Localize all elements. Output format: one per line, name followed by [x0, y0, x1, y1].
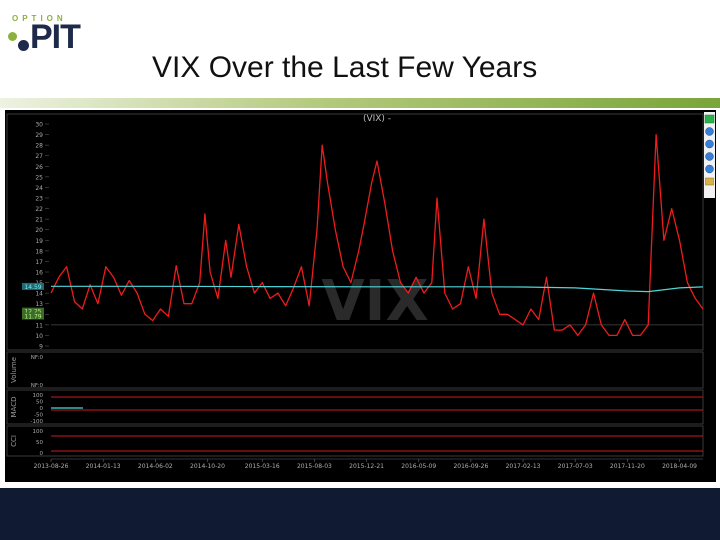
x-tick-label: 2015-08-03 [297, 463, 332, 470]
lower-panel-tick: 100 [33, 393, 44, 399]
value-tag-box [22, 282, 44, 290]
y-tick-label: 9 [39, 344, 43, 351]
y-tick-label: 29 [35, 132, 43, 139]
y-tick-label: 20 [35, 227, 43, 234]
footer-band [0, 488, 720, 540]
y-tick-label: 17 [35, 259, 43, 266]
lower-panel-label: MACD [10, 397, 18, 418]
y-tick-label: 19 [35, 238, 43, 245]
y-tick-label: 24 [35, 185, 43, 192]
main-panel-border [6, 113, 704, 351]
x-tick-label: 2013-08-26 [34, 463, 69, 470]
x-tick-label: 2015-12-21 [349, 463, 384, 470]
y-tick-label: 14 [35, 291, 43, 298]
lower-panel-tick: 0 [40, 451, 44, 457]
y-tick-label: 26 [35, 164, 43, 171]
x-tick-label: 2014-06-02 [138, 463, 173, 470]
y-tick-label: 10 [35, 333, 43, 340]
lower-panel-tick: -50 [34, 413, 43, 419]
x-tick-label: 2014-01-13 [86, 463, 121, 470]
print-icon[interactable] [705, 177, 714, 186]
chart-watermark: VIX [321, 269, 428, 334]
green-box-icon[interactable] [704, 114, 715, 124]
y-tick-label: 30 [35, 122, 43, 129]
logo-top-text: OPTION [12, 14, 67, 23]
average-series-line [51, 285, 704, 293]
chart-title: (VIX) - [363, 114, 391, 124]
x-tick-label: 2016-09-26 [453, 463, 488, 470]
x-tick-label: 2017-02-13 [506, 463, 541, 470]
x-tick-label: 2018-04-09 [662, 463, 697, 470]
lower-panel-tick: 0 [40, 406, 44, 412]
lower-panel-tick: -100 [31, 419, 44, 425]
chart-panel: (VIX) -VIX910111213141516171819202122232… [5, 110, 716, 482]
lower-panel-tick: NF:0 [31, 355, 44, 361]
lower-panel-border [6, 389, 704, 425]
vix-series-line [50, 133, 704, 337]
x-tick-label: 2017-11-20 [610, 463, 645, 470]
y-tick-label: 11 [35, 322, 43, 329]
zoom-in-icon[interactable] [705, 127, 714, 136]
lower-panel-tick: NF:0 [31, 383, 44, 389]
lower-panel-tick: 100 [33, 429, 44, 435]
y-tick-label: 22 [35, 206, 43, 213]
option-pit-logo: OPTION PIT [8, 14, 108, 56]
calendar-icon[interactable] [705, 164, 714, 174]
y-tick-label: 13 [35, 301, 43, 308]
value-tag-label: 14.59 [24, 284, 41, 291]
slide-title: VIX Over the Last Few Years [152, 51, 538, 84]
zoom-out-icon[interactable] [705, 139, 714, 149]
lower-panel-label: CCI [10, 435, 18, 447]
logo-dot-green [8, 32, 17, 41]
vix-chart: (VIX) -VIX910111213141516171819202122232… [6, 112, 715, 470]
y-tick-label: 21 [35, 217, 43, 224]
value-tag-label: 12.25 [24, 309, 41, 316]
y-tick-label: 16 [35, 270, 43, 277]
lower-panel-tick: 50 [36, 440, 43, 446]
value-tag-box [22, 307, 44, 315]
lower-panel-border [6, 425, 704, 457]
y-tick-label: 23 [35, 196, 43, 203]
y-tick-label: 25 [35, 174, 43, 181]
reset-icon[interactable] [705, 152, 714, 161]
lower-panel-border [6, 351, 704, 389]
x-tick-label: 2015-03-16 [245, 463, 280, 470]
y-tick-label: 28 [35, 143, 43, 150]
y-tick-label: 18 [35, 248, 43, 255]
lower-panel-label: Volume [10, 357, 18, 383]
title-rule [0, 98, 720, 108]
y-tick-label: 27 [35, 153, 43, 160]
x-tick-label: 2017-07-03 [558, 463, 593, 470]
x-tick-label: 2014-10-20 [190, 463, 225, 470]
value-tag-label: 11.79 [24, 314, 41, 321]
logo-main-text: PIT [30, 18, 81, 56]
x-tick-label: 2016-05-09 [401, 463, 436, 470]
value-tag-box [22, 312, 44, 320]
logo-dot-navy [18, 40, 29, 51]
lower-panel-tick: 50 [36, 400, 43, 406]
